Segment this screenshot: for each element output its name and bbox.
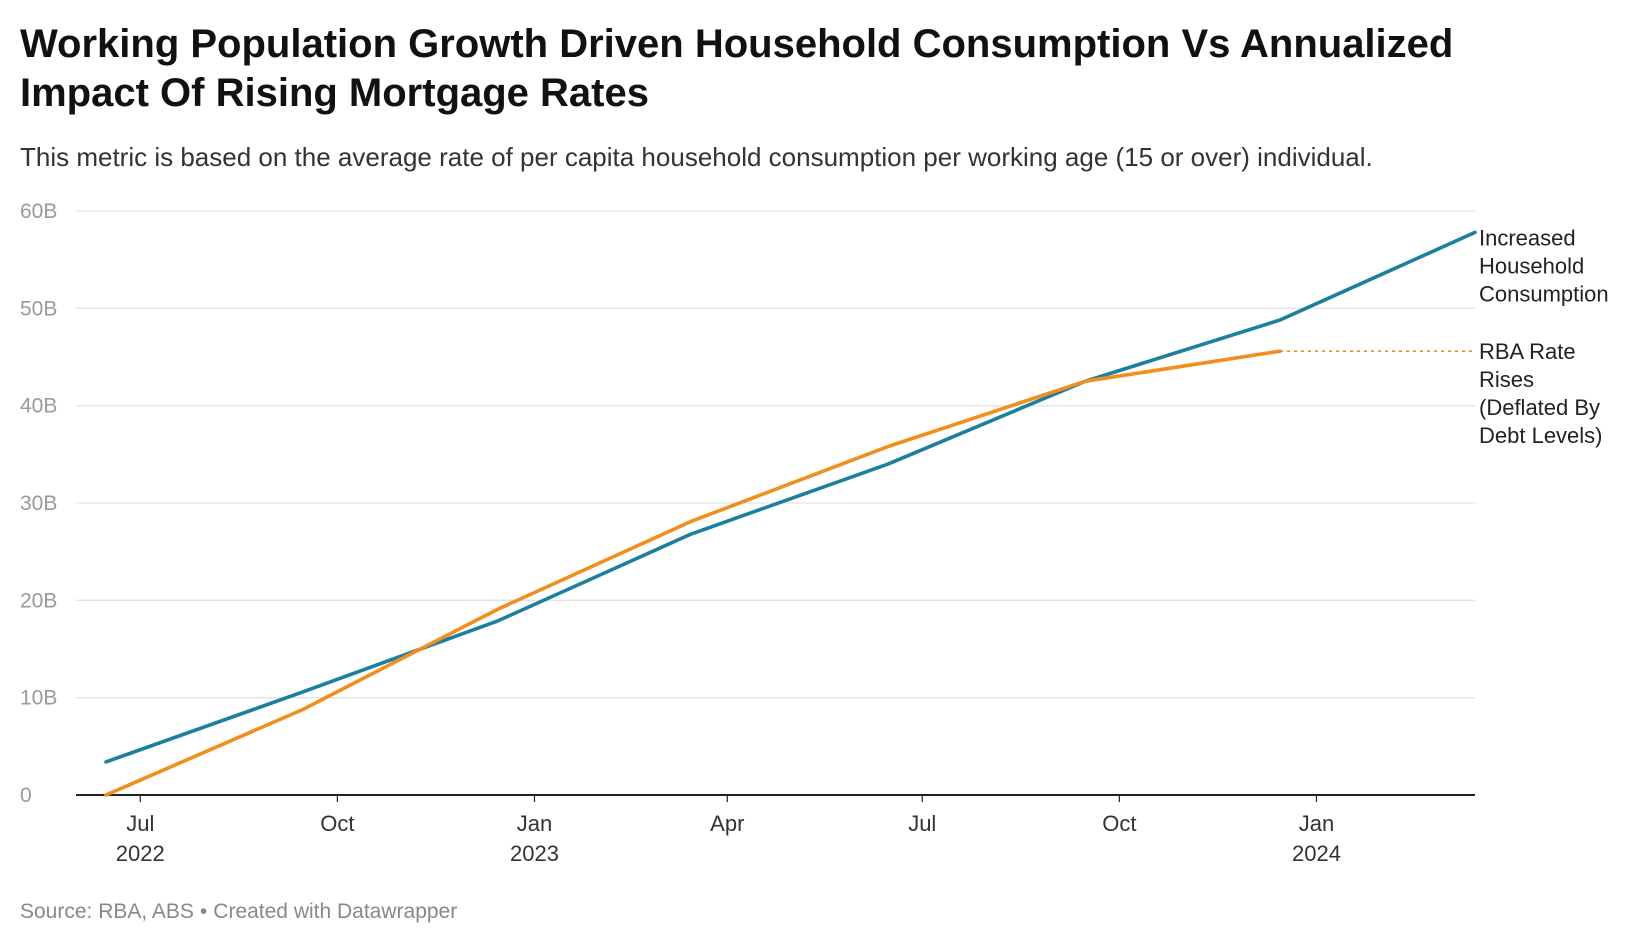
source-text: Source: RBA, ABS	[20, 900, 194, 923]
series-label-line: Increased	[1479, 225, 1576, 250]
x-tick-label: Apr	[710, 811, 744, 836]
consumption-line	[104, 230, 1477, 764]
rba-series-label: RBA Rate Rises (Deflated By Debt Levels)	[1479, 339, 1603, 448]
x-tick-year: 2022	[116, 841, 165, 866]
consumption-series-label: Increased Household Consumption	[1479, 225, 1609, 306]
series-label-line: Debt Levels)	[1479, 423, 1603, 448]
y-axis: 0 10B 20B 30B 40B 50B 60B	[20, 200, 57, 807]
series-label-line: RBA Rate	[1479, 339, 1576, 364]
footer-separator: •	[199, 900, 208, 923]
y-tick-label: 10B	[20, 687, 57, 710]
chart-title: Working Population Growth Driven Househo…	[20, 22, 1454, 115]
series-label-line: Consumption	[1479, 281, 1609, 306]
x-axis: Jul 2022 Oct Jan 2023 Apr Jul Oct Jan 2024	[116, 795, 1341, 866]
x-tick-year: 2023	[510, 841, 559, 866]
rba-line	[104, 349, 1282, 797]
y-tick-label: 30B	[20, 492, 57, 515]
x-tick-label: Jul	[126, 811, 154, 836]
series-label-line: Household	[1479, 253, 1584, 278]
grid-layer	[76, 210, 1475, 699]
y-tick-label: 60B	[20, 200, 57, 223]
y-tick-label: 0	[20, 784, 32, 807]
y-tick-label: 20B	[20, 589, 57, 612]
series-label-line: (Deflated By	[1479, 395, 1600, 420]
chart-subtitle: This metric is based on the average rate…	[20, 142, 1373, 172]
y-tick-label: 50B	[20, 297, 57, 320]
x-tick-label: Jan	[1299, 811, 1334, 836]
x-tick-label: Jan	[517, 811, 552, 836]
y-tick-label: 40B	[20, 395, 57, 418]
x-tick-label: Oct	[1102, 811, 1136, 836]
x-tick-label: Oct	[320, 811, 354, 836]
series-labels: Increased Household Consumption RBA Rate Ris…	[1479, 225, 1609, 448]
series-label-line: Rises	[1479, 367, 1534, 392]
x-tick-year: 2024	[1292, 841, 1341, 866]
x-tick-label: Jul	[908, 811, 936, 836]
footer: Source: RBA, ABS • Created with Datawrappe…	[20, 900, 457, 924]
series-layer	[104, 230, 1477, 797]
credit-text: Created with Datawrapper	[213, 900, 458, 923]
